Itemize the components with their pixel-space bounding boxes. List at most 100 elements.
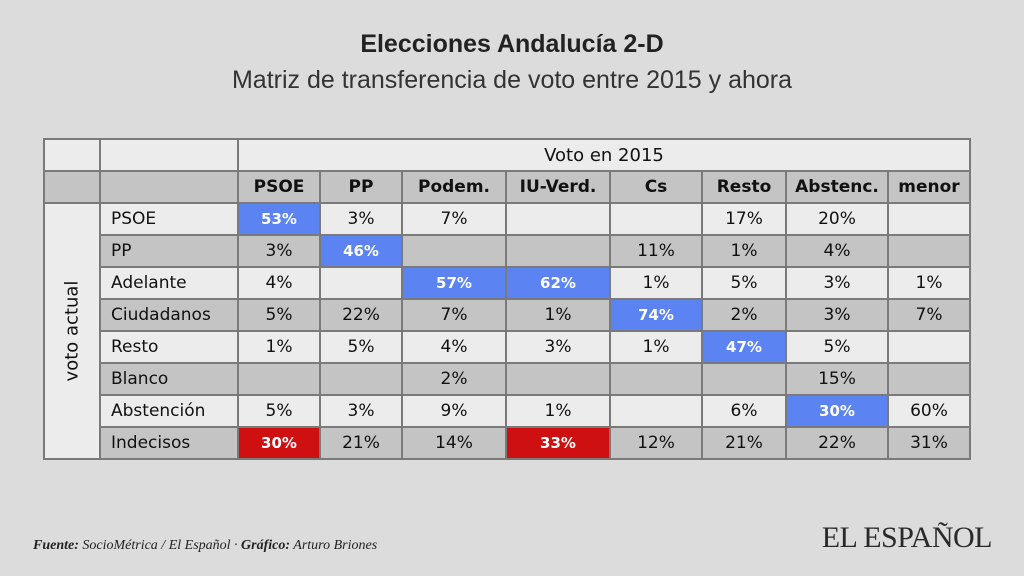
table-row: Ciudadanos 5% 22% 7% 1% 74% 2% 3% 7%	[44, 298, 971, 332]
matrix-cell: 6%	[701, 394, 787, 428]
chart-title: Elecciones Andalucía 2-D	[360, 30, 664, 58]
matrix-cell	[887, 362, 971, 396]
matrix-cell: 5%	[785, 330, 889, 364]
matrix-cell: 57%	[401, 266, 507, 300]
column-header: Cs	[609, 170, 703, 204]
table-row: voto actual PSOE 53% 3% 7% 17% 20%	[43, 202, 971, 460]
source-text: SocioMétrica / El Español ·	[82, 538, 242, 553]
transfer-matrix-table: Voto en 2015 PSOE PP Podem. IU-Verd. Cs Resto…	[43, 138, 971, 460]
corner-cell	[99, 170, 239, 204]
table-row: Resto 1% 5% 4% 3% 1% 47% 5%	[44, 330, 971, 364]
matrix-cell: 4%	[237, 266, 321, 300]
matrix-cell	[701, 362, 787, 396]
matrix-cell	[401, 234, 507, 268]
column-header-row: PSOE PP Podem. IU-Verd. Cs Resto Abstenc. menor	[43, 170, 971, 204]
row-label: Abstención	[99, 394, 239, 428]
matrix-cell: 1%	[237, 330, 321, 364]
column-header: PP	[319, 170, 403, 204]
column-header: menor	[887, 170, 971, 204]
column-group-label: Voto en 2015	[237, 138, 971, 172]
matrix-cell: 22%	[319, 298, 403, 332]
matrix-cell: 1%	[887, 266, 971, 300]
matrix-cell: 21%	[319, 426, 403, 460]
column-header: IU-Verd.	[505, 170, 611, 204]
matrix-cell	[319, 362, 403, 396]
el-espanol-logo: EL ESPAÑOL	[821, 521, 993, 554]
matrix-cell	[505, 202, 611, 236]
matrix-cell: 12%	[609, 426, 703, 460]
corner-cell	[43, 170, 101, 204]
matrix-cell: 74%	[609, 298, 703, 332]
row-label: PP	[99, 234, 239, 268]
row-label: PSOE	[99, 202, 239, 236]
matrix-cell: 5%	[319, 330, 403, 364]
matrix-cell: 14%	[401, 426, 507, 460]
source-footer: Fuente: SocioMétrica / El Español · Gráf…	[33, 538, 377, 554]
column-header: Abstenc.	[785, 170, 889, 204]
table-row: Adelante 4% 57% 62% 1% 5% 3% 1%	[44, 266, 971, 300]
matrix-cell: 7%	[401, 202, 507, 236]
matrix-cell	[887, 202, 971, 236]
column-header: Podem.	[401, 170, 507, 204]
matrix-cell	[319, 266, 403, 300]
matrix-cell: 4%	[785, 234, 889, 268]
matrix-cell: 1%	[505, 298, 611, 332]
table-row: Abstención 5% 3% 9% 1% 6% 30% 60%	[44, 394, 971, 428]
matrix-cell	[609, 362, 703, 396]
matrix-cell: 30%	[785, 394, 889, 428]
matrix-cell: 3%	[505, 330, 611, 364]
matrix-cell: 21%	[701, 426, 787, 460]
matrix-cell	[505, 362, 611, 396]
table-row: Indecisos 30% 21% 14% 33% 12% 21% 22% 31%	[44, 426, 971, 460]
row-label: Blanco	[99, 362, 239, 396]
matrix-cell: 1%	[609, 330, 703, 364]
matrix-cell: 33%	[505, 426, 611, 460]
matrix-cell: 53%	[237, 202, 321, 236]
matrix-cell	[887, 234, 971, 268]
graphic-text: Arturo Briones	[293, 538, 378, 553]
matrix-cell: 3%	[319, 394, 403, 428]
matrix-cell: 5%	[237, 298, 321, 332]
matrix-cell	[609, 202, 703, 236]
matrix-cell	[887, 330, 971, 364]
matrix-cell: 3%	[785, 298, 889, 332]
matrix-cell: 47%	[701, 330, 787, 364]
matrix-cell: 15%	[785, 362, 889, 396]
row-group-cell: voto actual	[43, 202, 101, 460]
corner-cell	[43, 138, 101, 172]
table-row: PP 3% 46% 11% 1% 4%	[44, 234, 971, 268]
matrix-cell: 3%	[785, 266, 889, 300]
matrix-cell: 9%	[401, 394, 507, 428]
matrix-cell: 4%	[401, 330, 507, 364]
matrix-cell: 31%	[887, 426, 971, 460]
matrix-cell: 5%	[701, 266, 787, 300]
table-row: Blanco 2% 15%	[44, 362, 971, 396]
matrix-cell	[609, 394, 703, 428]
row-label: Indecisos	[99, 426, 239, 460]
column-header: Resto	[701, 170, 787, 204]
column-header: PSOE	[237, 170, 321, 204]
matrix-cell: 20%	[785, 202, 889, 236]
matrix-cell: 60%	[887, 394, 971, 428]
matrix-cell: 1%	[609, 266, 703, 300]
graphic-label: Gráfico:	[241, 538, 291, 553]
matrix-cell: 5%	[237, 394, 321, 428]
matrix-cell: 2%	[701, 298, 787, 332]
source-label: Fuente:	[33, 538, 79, 553]
matrix-cell: 62%	[505, 266, 611, 300]
matrix-cell: 7%	[887, 298, 971, 332]
matrix-cell: 22%	[785, 426, 889, 460]
matrix-cell: 17%	[701, 202, 787, 236]
matrix-cell: 1%	[505, 394, 611, 428]
matrix-cell: 30%	[237, 426, 321, 460]
row-group-label: voto actual	[61, 280, 83, 382]
matrix-cell	[237, 362, 321, 396]
chart-subtitle: Matriz de transferencia de voto entre 20…	[231, 66, 793, 94]
row-label: Ciudadanos	[99, 298, 239, 332]
matrix-cell: 3%	[319, 202, 403, 236]
matrix-cell: 46%	[319, 234, 403, 268]
row-label: Adelante	[99, 266, 239, 300]
column-group-row: Voto en 2015	[43, 138, 971, 172]
matrix-cell	[505, 234, 611, 268]
matrix-cell: 7%	[401, 298, 507, 332]
